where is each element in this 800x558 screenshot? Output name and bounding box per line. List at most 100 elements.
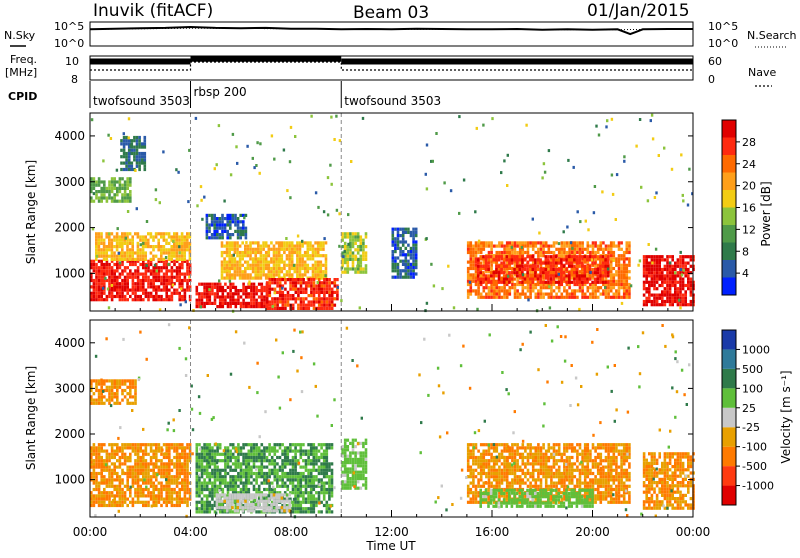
freq-tick-top: 10 <box>65 55 79 68</box>
heatmap-cell <box>477 271 480 274</box>
heatmap-cell <box>152 494 155 497</box>
heatmap-cell <box>152 491 155 494</box>
heatmap-cell <box>568 255 571 258</box>
heatmap-cell <box>229 450 232 453</box>
heatmap-cell <box>498 251 501 254</box>
y-tick-label: 1000 <box>54 266 85 280</box>
heatmap-cell <box>201 462 204 465</box>
heatmap-cell <box>152 282 155 285</box>
heatmap-cell <box>426 144 428 147</box>
heatmap-cell <box>145 273 148 276</box>
heatmap-cell <box>95 248 98 251</box>
heatmap-cell <box>95 386 98 389</box>
heatmap-cell <box>221 227 224 230</box>
heatmap-cell <box>244 248 247 251</box>
heatmap-cell <box>147 239 150 242</box>
heatmap-cell <box>286 270 289 273</box>
heatmap-cell <box>124 282 127 285</box>
heatmap-cell <box>687 287 690 290</box>
heatmap-cell <box>266 304 269 307</box>
heatmap-cell <box>360 255 363 258</box>
heatmap-cell <box>568 271 571 274</box>
heatmap-cell <box>240 466 243 469</box>
heatmap-cell <box>232 475 235 478</box>
heatmap-cell <box>310 284 313 287</box>
heatmap-cell <box>211 236 214 239</box>
heatmap-cell <box>103 494 106 497</box>
heatmap-cell <box>666 265 669 268</box>
heatmap-cell <box>209 302 212 305</box>
heatmap-cell <box>323 288 326 291</box>
heatmap-cell <box>270 270 273 273</box>
heatmap-cell <box>651 258 654 261</box>
heatmap-cell <box>597 274 600 277</box>
heatmap-cell <box>152 255 155 258</box>
heatmap-cell <box>360 248 363 251</box>
heatmap-cell <box>147 482 150 485</box>
heatmap-cell <box>271 288 274 291</box>
heatmap-cell <box>623 293 626 296</box>
heatmap-cell <box>106 459 109 462</box>
heatmap-cell <box>278 241 281 244</box>
heatmap-cell <box>278 251 281 254</box>
heatmap-cell <box>574 289 577 292</box>
heatmap-cell <box>178 255 181 258</box>
heatmap-cell <box>255 443 258 446</box>
heatmap-cell <box>669 284 672 287</box>
heatmap-cell <box>229 280 231 283</box>
heatmap-cell <box>522 251 525 254</box>
heatmap-cell <box>176 462 179 465</box>
heatmap-cell <box>651 114 653 117</box>
heatmap-cell <box>661 258 664 261</box>
heatmap-cell <box>394 228 397 231</box>
heatmap-cell <box>591 281 594 284</box>
heatmap-cell <box>476 308 478 311</box>
heatmap-cell <box>296 261 299 264</box>
heatmap-cell <box>108 263 111 266</box>
heatmap-cell <box>651 274 654 277</box>
heatmap-cell <box>626 264 629 267</box>
heatmap-cell <box>168 494 171 497</box>
heatmap-cell <box>578 262 581 265</box>
heatmap-cell <box>524 268 527 271</box>
heatmap-cell <box>250 302 253 305</box>
heatmap-cell <box>214 450 217 453</box>
heatmap-cell <box>173 232 176 235</box>
heatmap-cell <box>542 241 545 244</box>
heatmap-cell <box>106 263 109 266</box>
heatmap-cell <box>392 237 395 240</box>
heatmap-cell <box>221 245 224 248</box>
heatmap-cell <box>229 236 232 239</box>
heatmap-cell <box>240 305 243 308</box>
heatmap-cell <box>108 399 111 402</box>
heatmap-cell <box>560 278 563 281</box>
heatmap-cell <box>271 281 274 284</box>
heatmap-cell <box>173 491 176 494</box>
heatmap-cell <box>592 296 595 299</box>
heatmap-cell <box>415 260 418 263</box>
heatmap-cell <box>470 251 473 254</box>
heatmap-cell <box>245 443 248 446</box>
heatmap-cell <box>653 297 656 300</box>
heatmap-cell <box>119 450 122 453</box>
heatmap-cell <box>529 241 532 244</box>
heatmap-cell <box>128 136 130 139</box>
heatmap-cell <box>203 488 206 491</box>
heatmap-cell <box>291 248 294 251</box>
heatmap-cell <box>304 273 307 276</box>
heatmap-cell <box>354 248 357 251</box>
heatmap-cell <box>274 281 277 284</box>
heatmap-cell <box>100 386 103 389</box>
heatmap-cell <box>532 245 535 248</box>
heatmap-cell <box>250 299 253 302</box>
heatmap-cell <box>121 443 124 446</box>
heatmap-cell <box>168 295 171 298</box>
heatmap-cell <box>108 248 111 251</box>
heatmap-cell <box>113 193 116 196</box>
heatmap-cell <box>349 248 352 251</box>
heatmap-cell <box>313 304 316 307</box>
heatmap-cell <box>322 248 325 251</box>
heatmap-cell <box>134 298 137 301</box>
heatmap-cell <box>118 258 121 261</box>
heatmap-cell <box>116 466 119 469</box>
